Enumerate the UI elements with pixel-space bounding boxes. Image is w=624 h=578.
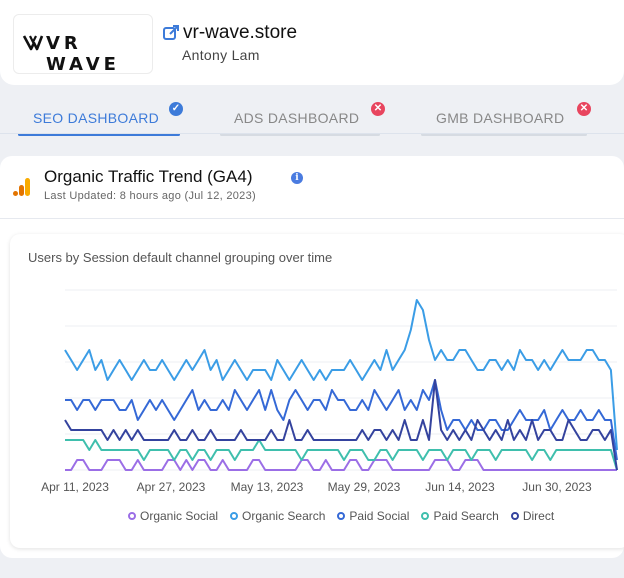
line-chart: Apr 11, 2023 Apr 27, 2023 May 13, 2023 May … (41, 289, 618, 494)
x-tick-label: Apr 27, 2023 (137, 480, 206, 494)
series-line-direct[interactable] (64, 379, 618, 471)
x-tick-label: May 13, 2023 (231, 480, 304, 494)
tab-indicator (220, 133, 380, 136)
tab-gmb-dashboard[interactable]: GMB DASHBOARD (436, 110, 565, 126)
legend-item-organic-social[interactable]: Organic Social (128, 509, 218, 523)
x-tick-label: Jun 30, 2023 (522, 480, 592, 494)
site-header: VR WAVE vr-wave.store Antony Lam (0, 0, 624, 85)
legend-marker (510, 512, 519, 520)
error-icon: ✕ (577, 102, 591, 116)
site-link[interactable]: vr-wave.store (162, 22, 297, 44)
x-tick-label: Jun 14, 2023 (425, 480, 495, 494)
series-line-organic-social[interactable] (65, 459, 617, 471)
traffic-chart: Users by Session default channel groupin… (10, 234, 624, 548)
vr-wave-logo-icon (22, 35, 44, 51)
legend-label: Paid Social (349, 509, 410, 523)
card-divider (0, 218, 624, 219)
legend-label: Organic Search (242, 509, 326, 523)
owner-name: Antony Lam (182, 47, 260, 63)
tab-active-indicator (18, 133, 180, 136)
legend-marker (421, 512, 430, 520)
legend-marker (128, 512, 136, 520)
logo-text: VR WAVE (46, 33, 120, 75)
external-link-icon[interactable] (162, 24, 180, 42)
legend-label: Paid Search (433, 509, 499, 523)
legend-marker (337, 512, 346, 520)
tab-indicator (421, 133, 587, 136)
site-name[interactable]: vr-wave.store (183, 22, 298, 43)
chart-title: Users by Session default channel groupin… (28, 250, 333, 265)
x-tick-label: May 29, 2023 (328, 480, 401, 494)
brand-logo[interactable]: VR WAVE (13, 14, 153, 75)
error-icon: ✕ (371, 102, 385, 116)
series-line-paid-search[interactable] (65, 439, 618, 471)
last-updated: Last Updated: 8 hours ago (Jul 12, 2023) (44, 190, 256, 202)
legend-item-paid-social[interactable]: Paid Social (337, 509, 409, 523)
tabs-divider (0, 133, 624, 134)
info-icon[interactable]: i (291, 172, 303, 184)
legend-item-paid-search[interactable]: Paid Search (421, 509, 499, 523)
legend-label: Direct (522, 509, 555, 523)
tab-seo-dashboard[interactable]: SEO DASHBOARD (33, 110, 160, 126)
organic-traffic-card: Organic Traffic Trend (GA4) i Last Updat… (0, 156, 624, 558)
series-line-organic-search[interactable] (64, 299, 618, 451)
legend-marker (230, 512, 239, 520)
google-analytics-icon (13, 178, 30, 196)
series-line-paid-social[interactable] (65, 379, 618, 461)
legend-item-direct[interactable]: Direct (510, 509, 555, 523)
legend-label: Organic Social (140, 509, 219, 523)
legend-item-organic-search[interactable]: Organic Search (230, 509, 325, 523)
card-title: Organic Traffic Trend (GA4) (44, 167, 253, 186)
tab-ads-dashboard[interactable]: ADS DASHBOARD (234, 110, 360, 126)
chart-legend: Organic Social Organic Search Paid Social P… (128, 509, 554, 523)
x-tick-label: Apr 11, 2023 (41, 480, 109, 494)
dashboard-tabs: SEO DASHBOARD ✓ ADS DASHBOARD ✕ GMB DASH… (0, 96, 624, 136)
check-icon: ✓ (169, 102, 183, 116)
